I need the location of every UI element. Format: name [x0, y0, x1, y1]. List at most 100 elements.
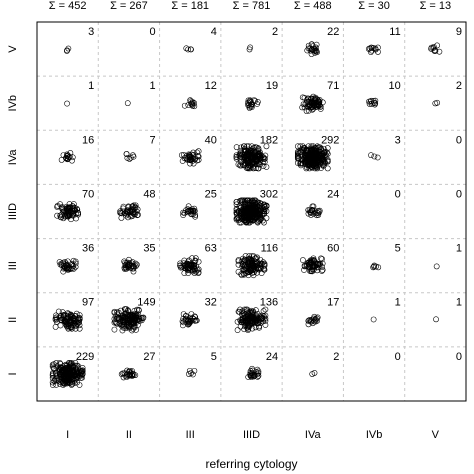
data-point: [49, 382, 56, 388]
x-tick-label-iiid: IIID: [243, 429, 260, 441]
data-point: [245, 160, 252, 166]
data-point: [73, 215, 79, 222]
data-point: [241, 326, 248, 333]
data-point: [249, 146, 256, 153]
data-point: [123, 208, 130, 215]
data-point: [76, 325, 83, 332]
data-point: [305, 104, 312, 111]
data-point: [257, 313, 263, 320]
data-point: [255, 368, 262, 375]
data-point: [67, 311, 74, 318]
data-point: [245, 327, 251, 333]
data-point: [75, 365, 81, 372]
data-point: [186, 367, 193, 374]
data-point: [65, 370, 71, 377]
data-point: [238, 311, 245, 318]
data-point: [253, 312, 260, 319]
data-point: [244, 164, 251, 171]
data-point: [188, 100, 194, 107]
data-point: [195, 148, 202, 155]
y-tick-label-ivb: IVb: [7, 95, 19, 112]
cell-count-ii-iva: 17: [327, 297, 339, 309]
data-point: [192, 258, 198, 264]
data-point: [263, 215, 270, 222]
data-point: [305, 95, 311, 102]
cell-count-iii-v: 1: [456, 243, 462, 255]
data-point: [245, 214, 252, 221]
data-point: [195, 153, 202, 160]
data-point: [138, 314, 145, 321]
data-point: [301, 94, 308, 101]
cell-count-ivb-iii: 12: [205, 80, 217, 92]
data-point: [179, 322, 186, 329]
cell-count-i-iiid: 24: [266, 351, 278, 363]
data-point: [237, 147, 244, 154]
y-tick-label-iiid: IIID: [7, 203, 19, 220]
data-point: [251, 372, 258, 379]
data-point: [306, 317, 313, 323]
data-point: [305, 42, 312, 49]
data-point: [308, 209, 314, 216]
data-point: [375, 264, 382, 271]
data-point: [111, 309, 118, 316]
data-point: [191, 367, 198, 374]
data-point: [68, 359, 75, 366]
data-point: [248, 320, 255, 327]
data-point: [308, 143, 315, 150]
data-point: [191, 270, 198, 276]
data-point: [52, 376, 59, 383]
cell-count-v-ii: 0: [149, 26, 155, 38]
data-point: [310, 155, 317, 162]
data-point: [243, 158, 250, 165]
data-point: [51, 378, 58, 385]
data-point: [60, 206, 67, 213]
data-point: [248, 101, 255, 108]
data-point: [319, 256, 325, 262]
data-point: [60, 265, 67, 272]
cell-count-ivb-ii: 1: [149, 80, 155, 92]
data-point: [76, 312, 83, 319]
data-point: [128, 314, 135, 321]
cell-count-ii-ii: 149: [137, 297, 155, 309]
cell-count-iiid-ivb: 0: [395, 188, 401, 200]
data-point: [241, 306, 248, 313]
data-point: [117, 307, 124, 314]
data-point: [257, 217, 264, 224]
data-point: [254, 153, 261, 159]
x-axis-title: referring cytology: [205, 457, 297, 471]
cell-count-v-iii: 4: [211, 26, 217, 38]
data-point: [65, 45, 72, 52]
data-point: [306, 264, 313, 271]
data-point: [316, 157, 323, 163]
cell-count-iva-iiid: 182: [260, 134, 278, 146]
data-point: [234, 318, 241, 325]
data-point: [129, 373, 136, 379]
data-point: [76, 369, 83, 376]
data-point: [64, 316, 71, 322]
data-point: [65, 359, 72, 366]
data-point: [54, 212, 61, 219]
data-point: [54, 363, 61, 370]
data-point: [127, 154, 134, 161]
cell-count-ii-v: 1: [456, 297, 462, 309]
data-point: [368, 45, 375, 51]
data-point: [67, 150, 74, 156]
data-point: [181, 257, 188, 264]
data-point: [306, 162, 313, 169]
data-point: [125, 214, 131, 221]
data-point: [305, 317, 312, 324]
data-point: [185, 265, 191, 272]
data-point: [238, 144, 245, 151]
data-point: [56, 370, 63, 377]
data-point: [434, 99, 441, 106]
cell-count-ivb-i: 1: [88, 80, 94, 92]
cell-count-ivb-ivb: 10: [388, 80, 400, 92]
cell-count-iva-iii: 40: [205, 134, 217, 146]
y-tick-label-v: V: [7, 45, 19, 53]
data-point: [189, 102, 196, 109]
data-point: [297, 143, 304, 150]
data-point: [189, 206, 196, 213]
data-point: [130, 268, 137, 275]
cell-count-i-i: 229: [76, 351, 94, 363]
data-point: [433, 263, 440, 270]
